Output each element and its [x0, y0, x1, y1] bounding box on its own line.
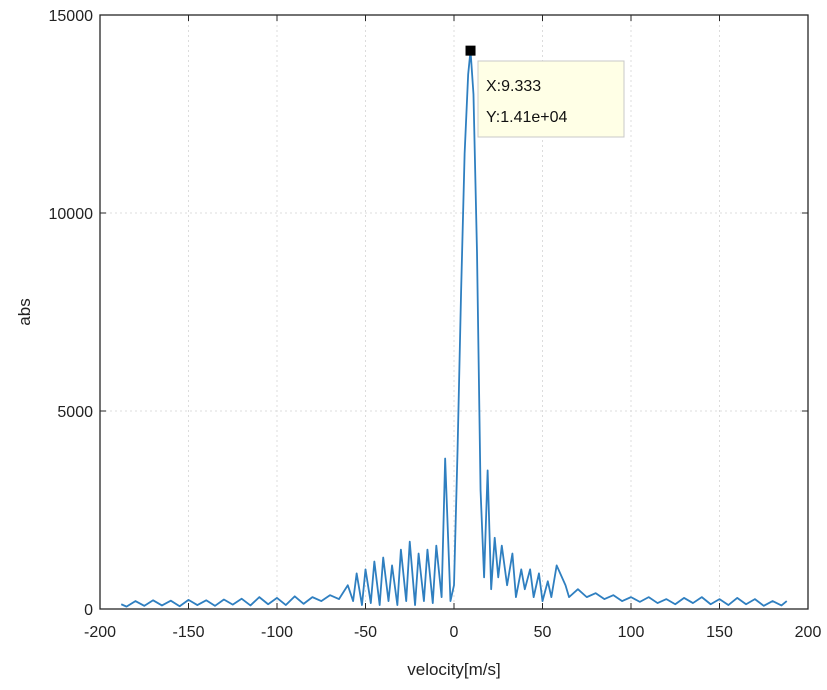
datatip-box — [477, 60, 625, 138]
x-tick-label: 50 — [534, 624, 552, 641]
y-tick-label: 5000 — [57, 404, 93, 421]
datatip[interactable]: X:9.333 Y:1.41e+04 — [477, 60, 625, 138]
y-tick-label: 0 — [84, 602, 93, 619]
x-tick-label: -50 — [354, 624, 377, 641]
x-tick-label: -150 — [172, 624, 204, 641]
x-tick-label: -200 — [84, 624, 116, 641]
y-tick-label: 15000 — [49, 8, 94, 25]
datatip-marker-layer — [465, 45, 476, 56]
x-tick-label: -100 — [261, 624, 293, 641]
x-axis-label: velocity[m/s] — [407, 660, 501, 679]
x-tick-label: 150 — [706, 624, 733, 641]
series-line — [120, 49, 788, 608]
datatip-marker — [465, 45, 476, 56]
grid — [100, 15, 808, 609]
series-layer — [120, 49, 788, 608]
ticks: -200 -150 -100 -50 0 50 100 150 200 0 5000 10000 150… — [49, 8, 822, 641]
datatip-x-label: X:9.333 — [486, 78, 541, 95]
y-axis-label: abs — [15, 298, 34, 325]
y-tick-label: 10000 — [49, 206, 94, 223]
datatip-y-label: Y:1.41e+04 — [486, 109, 568, 126]
x-tick-label: 0 — [450, 624, 459, 641]
x-tick-label: 100 — [618, 624, 645, 641]
x-tick-label: 200 — [795, 624, 822, 641]
